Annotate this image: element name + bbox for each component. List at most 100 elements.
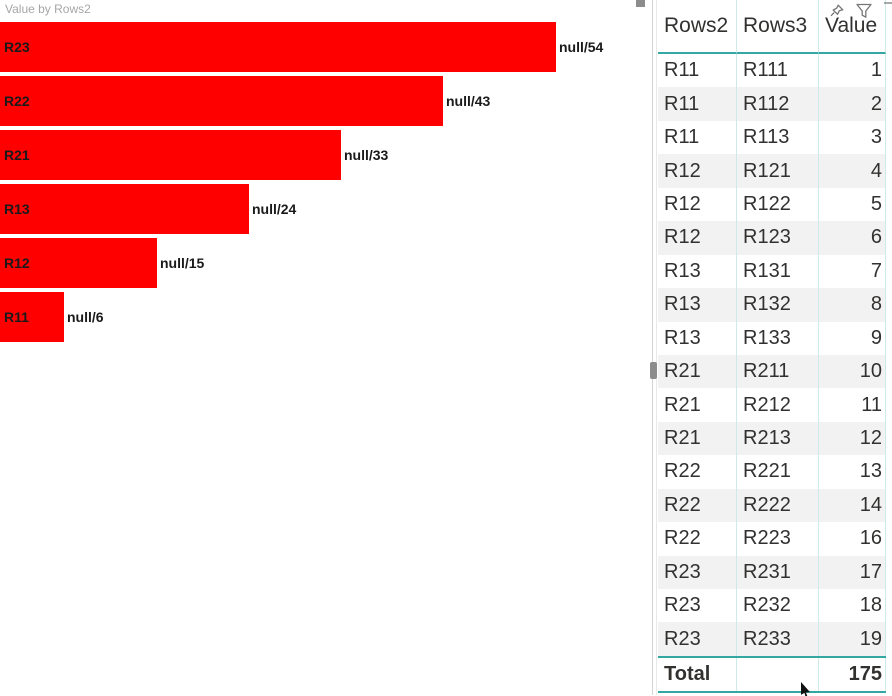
cell-rows2[interactable]: R13: [658, 254, 737, 289]
filter-icon[interactable]: [855, 1, 873, 21]
pin-icon[interactable]: [828, 1, 846, 21]
cell-rows2[interactable]: R12: [658, 221, 737, 255]
cell-value[interactable]: 9: [819, 321, 886, 355]
column-header-rows2[interactable]: Rows2: [658, 0, 737, 54]
cell-rows3[interactable]: R211: [737, 354, 819, 389]
table-row: R12 R121 4: [658, 154, 886, 188]
cell-value[interactable]: 10: [819, 354, 886, 389]
bar-R23[interactable]: [0, 22, 556, 72]
table-row: R22 R223 16: [658, 522, 886, 556]
bar-value-label: null/15: [160, 255, 205, 271]
chart-title: Value by Rows2: [5, 2, 91, 16]
cell-value[interactable]: 4: [819, 154, 886, 188]
cell-rows3[interactable]: R112: [737, 87, 819, 121]
bar-row-R13: R13 null/24: [0, 184, 650, 234]
table-total-row: Total 175: [658, 655, 886, 693]
data-table: Rows2 Rows3 Value R11 R111 1 R11 R112 2 R11 R113 3 R…: [658, 0, 886, 693]
total-spacer: [737, 657, 819, 691]
cell-rows3[interactable]: R223: [737, 522, 819, 556]
table-row: R23 R233 19: [658, 622, 886, 656]
resize-handle-top-left[interactable]: [636, 0, 645, 7]
cell-value[interactable]: 7: [819, 254, 886, 289]
table-header-row: Rows2 Rows3 Value: [658, 0, 886, 54]
cell-rows3[interactable]: R121: [737, 154, 819, 188]
cell-rows2[interactable]: R11: [658, 87, 737, 121]
cell-value[interactable]: 8: [819, 288, 886, 322]
cell-rows2[interactable]: R22: [658, 488, 737, 523]
cell-rows2[interactable]: R23: [658, 555, 737, 589]
total-label: Total: [658, 657, 737, 691]
cell-rows3[interactable]: R123: [737, 221, 819, 255]
bar-R22[interactable]: [0, 76, 443, 126]
cell-rows2[interactable]: R12: [658, 187, 737, 222]
cell-rows3[interactable]: R231: [737, 555, 819, 589]
table-row: R22 R221 13: [658, 455, 886, 489]
cell-rows2[interactable]: R11: [658, 120, 737, 155]
cell-rows2[interactable]: R22: [658, 522, 737, 556]
cell-value[interactable]: 19: [819, 622, 886, 656]
bar-R12[interactable]: [0, 238, 157, 288]
bar-row-R12: R12 null/15: [0, 238, 650, 288]
cell-value[interactable]: 18: [819, 589, 886, 623]
total-value: 175: [819, 657, 886, 691]
cell-rows3[interactable]: R213: [737, 421, 819, 456]
more-options-icon[interactable]: [882, 1, 892, 21]
column-header-value[interactable]: Value: [819, 0, 886, 54]
table-row: R21 R213 12: [658, 421, 886, 456]
cell-rows3[interactable]: R232: [737, 589, 819, 623]
cell-rows2[interactable]: R12: [658, 154, 737, 188]
cell-rows3[interactable]: R212: [737, 388, 819, 422]
bar-R11[interactable]: [0, 292, 64, 342]
cell-rows3[interactable]: R132: [737, 288, 819, 322]
cell-rows2[interactable]: R21: [658, 388, 737, 422]
cell-rows2[interactable]: R23: [658, 589, 737, 623]
cell-value[interactable]: 16: [819, 522, 886, 556]
cell-value[interactable]: 11: [819, 388, 886, 422]
cell-rows2[interactable]: R11: [658, 54, 737, 88]
table-row: R23 R231 17: [658, 555, 886, 589]
bar-R21[interactable]: [0, 130, 341, 180]
bar-value-label: null/33: [344, 147, 389, 163]
bar-category-label: R21: [4, 147, 30, 163]
cell-value[interactable]: 1: [819, 54, 886, 88]
table-row: R12 R122 5: [658, 187, 886, 222]
cell-value[interactable]: 2: [819, 87, 886, 121]
cell-value[interactable]: 13: [819, 455, 886, 489]
table-row: R11 R112 2: [658, 87, 886, 121]
cell-value[interactable]: 6: [819, 221, 886, 255]
cell-rows2[interactable]: R13: [658, 288, 737, 322]
bar-value-label: null/43: [446, 93, 491, 109]
cell-rows2[interactable]: R13: [658, 321, 737, 355]
cell-value[interactable]: 3: [819, 120, 886, 155]
column-header-rows3[interactable]: Rows3: [737, 0, 819, 54]
cell-rows3[interactable]: R133: [737, 321, 819, 355]
cell-rows3[interactable]: R222: [737, 488, 819, 523]
table-row: R13 R131 7: [658, 254, 886, 289]
cell-rows3[interactable]: R122: [737, 187, 819, 222]
cell-rows3[interactable]: R111: [737, 54, 819, 88]
bar-chart: R23 null/54 R22 null/43 R21 null/33 R13 null/24…: [0, 22, 650, 342]
table-row: R22 R222 14: [658, 488, 886, 523]
cell-rows3[interactable]: R131: [737, 254, 819, 289]
cell-rows2[interactable]: R21: [658, 421, 737, 456]
cell-value[interactable]: 5: [819, 187, 886, 222]
cell-rows3[interactable]: R221: [737, 455, 819, 489]
cell-value[interactable]: 14: [819, 488, 886, 523]
cell-rows2[interactable]: R21: [658, 354, 737, 389]
resize-handle-left[interactable]: [650, 362, 657, 379]
cell-rows3[interactable]: R113: [737, 120, 819, 155]
visual-header-toolbar: [828, 1, 892, 21]
cell-rows3[interactable]: R233: [737, 622, 819, 656]
bar-R13[interactable]: [0, 184, 249, 234]
bar-category-label: R23: [4, 39, 30, 55]
bar-row-R23: R23 null/54: [0, 22, 650, 72]
bar-category-label: R13: [4, 201, 30, 217]
bar-value-label: null/54: [559, 39, 604, 55]
visual-selection-border[interactable]: [652, 0, 653, 695]
cell-value[interactable]: 12: [819, 421, 886, 456]
bar-row-R11: R11 null/6: [0, 292, 650, 342]
cell-rows2[interactable]: R22: [658, 455, 737, 489]
table-row: R11 R113 3: [658, 120, 886, 155]
cell-rows2[interactable]: R23: [658, 622, 737, 656]
cell-value[interactable]: 17: [819, 555, 886, 589]
